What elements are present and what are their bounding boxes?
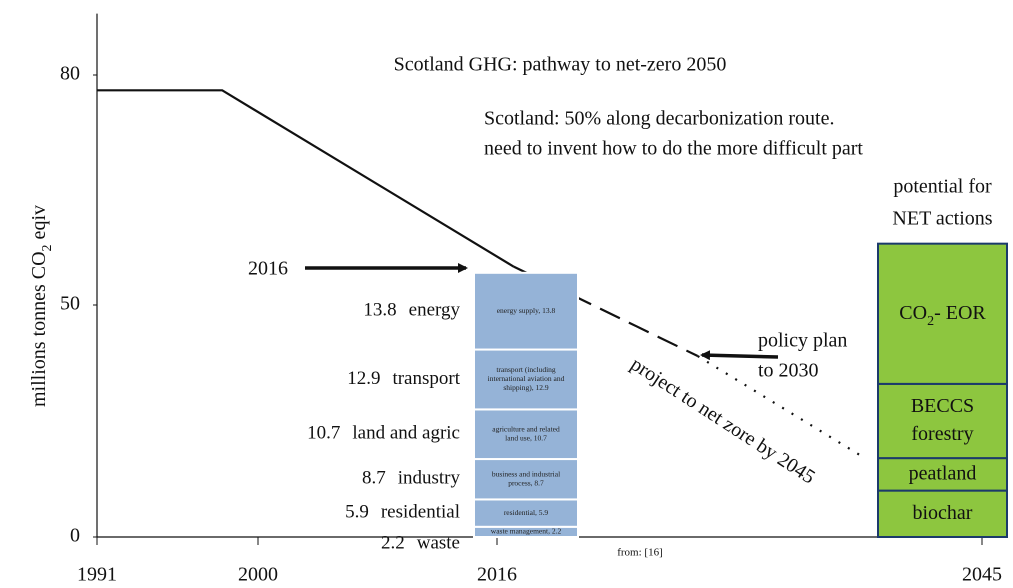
segment-inner-label: agriculture and related bbox=[492, 424, 560, 433]
net-label: BECCS bbox=[911, 395, 974, 417]
x-tick-label: 2000 bbox=[238, 564, 278, 586]
text-part: millions tonnes CO bbox=[28, 251, 50, 407]
segment-inner-label: residential, 5.9 bbox=[504, 508, 549, 517]
note: Scotland: 50% along decarbonization rout… bbox=[484, 108, 834, 130]
segment-inner-label: waste management, 2.2 bbox=[491, 527, 562, 536]
segment-inner-label: shipping), 12.9 bbox=[503, 383, 548, 392]
arrow bbox=[700, 350, 779, 361]
segment-name: waste bbox=[417, 532, 460, 553]
segment-value: 2.2 bbox=[381, 532, 405, 553]
y-tick-label: 80 bbox=[60, 63, 80, 85]
segment-inner-label: land use, 10.7 bbox=[505, 433, 547, 442]
net-title: potential for bbox=[893, 175, 992, 197]
x-tick-label: 2045 bbox=[962, 564, 1002, 586]
source: from: [16] bbox=[617, 547, 663, 559]
text-part: BECCS bbox=[911, 395, 974, 417]
segment-inner-label: process, 8.7 bbox=[508, 478, 544, 487]
segment-inner-label: energy supply, 13.8 bbox=[497, 306, 556, 315]
text-part: CO bbox=[899, 301, 927, 323]
y-tick-label: 0 bbox=[70, 525, 80, 547]
net-title: NET actions bbox=[892, 207, 992, 229]
net-label: forestry bbox=[911, 423, 973, 445]
segment-name: transport bbox=[392, 368, 460, 389]
x-tick-label: 2016 bbox=[477, 564, 517, 586]
text-part: peatland bbox=[909, 462, 977, 484]
text-part: 2 bbox=[40, 244, 55, 251]
text-part: 2 bbox=[927, 313, 934, 328]
net-label: CO2- EOR bbox=[899, 301, 986, 328]
segment-value: 10.7 bbox=[307, 423, 340, 444]
segment-inner-label: transport (including bbox=[496, 365, 556, 374]
text-part: biochar bbox=[913, 501, 973, 523]
chart-title: Scotland GHG: pathway to net-zero 2050 bbox=[394, 54, 727, 76]
bar-segment bbox=[473, 498, 579, 528]
bar-segment bbox=[473, 408, 579, 461]
net-segment bbox=[877, 457, 1008, 492]
net-label: biochar bbox=[913, 501, 973, 523]
text-part: - EOR bbox=[934, 301, 986, 323]
segment-name: energy bbox=[409, 300, 461, 321]
segment-name: land and agric bbox=[352, 423, 460, 444]
x-tick-label: 1991 bbox=[77, 564, 117, 586]
bar-segment bbox=[473, 458, 579, 501]
arrow-label: 2016 bbox=[248, 258, 288, 280]
policy-label: policy plan bbox=[758, 330, 847, 352]
segment-name: residential bbox=[381, 501, 460, 522]
policy-label: to 2030 bbox=[758, 360, 819, 382]
note: need to invent how to do the more diffic… bbox=[484, 138, 863, 160]
y-tick-label: 50 bbox=[60, 293, 80, 315]
bar-segment bbox=[473, 348, 579, 411]
segment-name: industry bbox=[398, 468, 461, 489]
segment-value: 8.7 bbox=[362, 468, 386, 489]
bar-segment bbox=[473, 271, 579, 351]
segment-value: 5.9 bbox=[345, 501, 369, 522]
segment-value: 12.9 bbox=[347, 368, 380, 389]
net-segment bbox=[877, 489, 1008, 539]
text-part: eqiv bbox=[28, 205, 50, 244]
segment-value: 13.8 bbox=[363, 300, 396, 321]
segment-inner-label: international aviation and bbox=[488, 374, 565, 383]
net-segment bbox=[877, 242, 1008, 385]
pathway-line bbox=[97, 89, 515, 268]
segment-inner-label: business and industrial bbox=[492, 469, 560, 478]
net-segment bbox=[877, 382, 1008, 460]
y-axis-label: millions tonnes CO2 eqiv bbox=[28, 205, 55, 407]
net-label: peatland bbox=[909, 462, 977, 484]
text-part: forestry bbox=[911, 423, 973, 445]
